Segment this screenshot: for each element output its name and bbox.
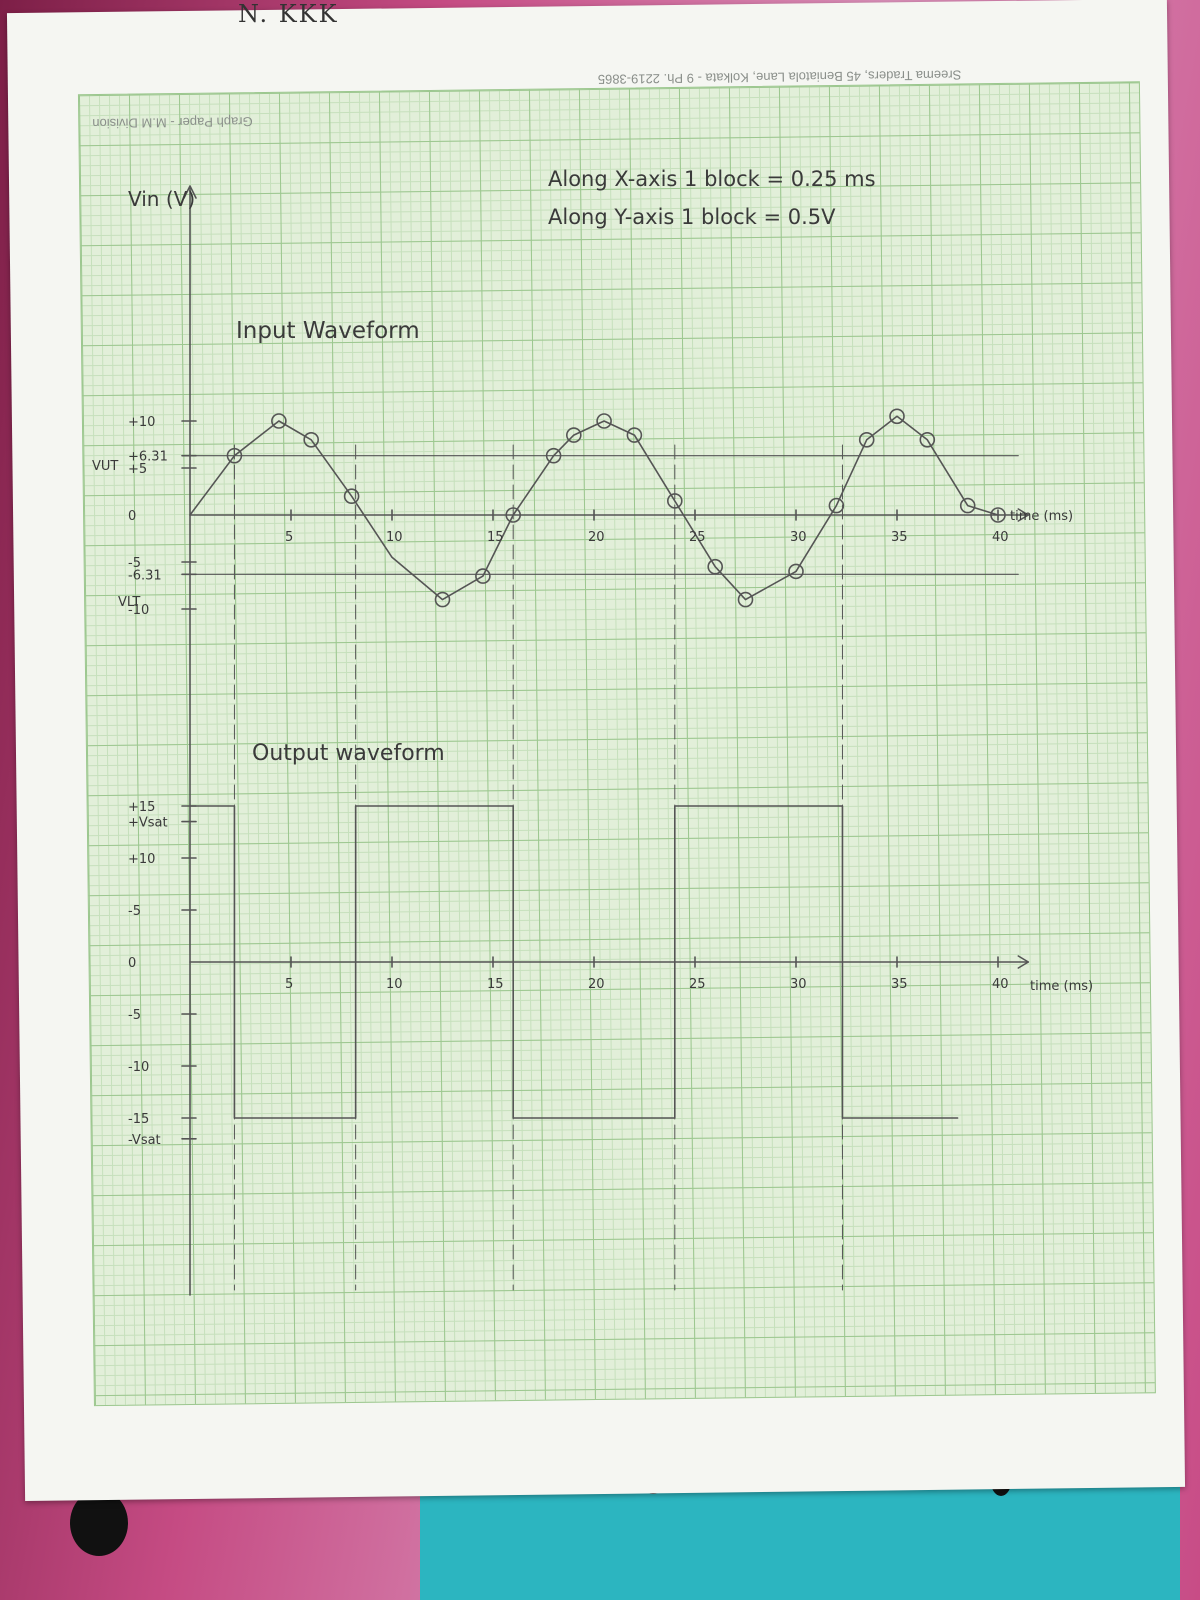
y-axis-arrow	[183, 185, 197, 199]
x-tick-label-1: 40	[992, 977, 1009, 992]
y-tick-label-1: -Vsat	[128, 1133, 161, 1148]
y-tick-label-1: +10	[128, 852, 155, 867]
input-sine-curve	[189, 415, 999, 601]
scale-note-x: Along X-axis 1 block = 0.25 ms	[548, 167, 876, 191]
y-tick-label-0: -6.31	[128, 568, 162, 583]
x-tick-label-1: 35	[891, 977, 908, 992]
data-marker	[919, 431, 936, 448]
data-marker	[475, 568, 491, 584]
y-tick-label-1: -5	[128, 1008, 141, 1023]
y-tick-label-1: +Vsat	[128, 816, 168, 831]
data-marker	[565, 427, 582, 443]
y-tick-label-1: -15	[128, 1112, 149, 1127]
x-tick-label-0: 40	[992, 530, 1009, 545]
output-title: Output waveform	[252, 741, 445, 766]
x-tick-label-1: 20	[588, 977, 605, 992]
x-tick-label-1: 15	[487, 977, 504, 992]
x-tick-label-1: 30	[790, 977, 807, 992]
y-tick-label-0: +10	[128, 415, 155, 430]
data-marker	[545, 447, 562, 464]
data-marker	[990, 507, 1006, 523]
y-tick-label-0: -5	[128, 556, 141, 571]
data-marker	[596, 413, 612, 429]
y-tick-label-1: 0	[128, 956, 136, 971]
x-tick-label-0: 35	[891, 530, 908, 545]
x-tick-label-1: 10	[386, 977, 403, 992]
x-tick-label-0: 5	[285, 530, 293, 545]
x-tick-label-0: 10	[386, 530, 403, 545]
top-scribble: N. KKK	[238, 0, 339, 28]
input-title: Input Waveform	[236, 318, 420, 344]
x-tick-label-1: 5	[285, 977, 293, 992]
data-marker	[737, 591, 754, 608]
scale-note-y: Along Y-axis 1 block = 0.5V	[548, 205, 836, 229]
x-axis-arrow-0	[1017, 508, 1030, 522]
x-tick-label-0: 25	[689, 530, 706, 545]
y-tick-label-1: -10	[128, 1060, 149, 1075]
data-marker	[343, 488, 360, 505]
x-tick-label-0: 15	[487, 530, 504, 545]
input-xlabel: time (ms)	[1010, 509, 1073, 524]
y-tick-label-0: 0	[128, 509, 136, 524]
data-marker	[303, 431, 320, 448]
y-tick-label-0: +5	[128, 462, 147, 477]
data-marker	[271, 413, 287, 429]
y-tick-label-1: +15	[128, 800, 155, 815]
x-tick-label-0: 20	[588, 530, 605, 545]
y-tick-label-0: +6.31	[128, 450, 168, 465]
input-ylabel: Vin (V)	[128, 187, 195, 211]
data-marker	[626, 427, 643, 443]
data-marker	[858, 431, 875, 448]
cloth-dot	[70, 1490, 128, 1556]
data-marker	[788, 563, 804, 580]
data-marker	[828, 497, 845, 514]
data-marker	[434, 591, 451, 608]
y-tick-label-1: -5	[128, 904, 141, 919]
vlt-label: VLT	[118, 595, 140, 610]
x-axis-arrow-1	[1017, 955, 1030, 969]
data-marker	[959, 497, 976, 514]
x-tick-label-1: 25	[689, 977, 706, 992]
x-tick-label-0: 30	[790, 530, 807, 545]
output-xlabel: time (ms)	[1030, 979, 1093, 994]
vut-label: VUT	[92, 459, 118, 474]
y-tick-label-0: -10	[128, 603, 149, 618]
data-marker	[707, 558, 724, 575]
data-marker	[889, 408, 905, 425]
